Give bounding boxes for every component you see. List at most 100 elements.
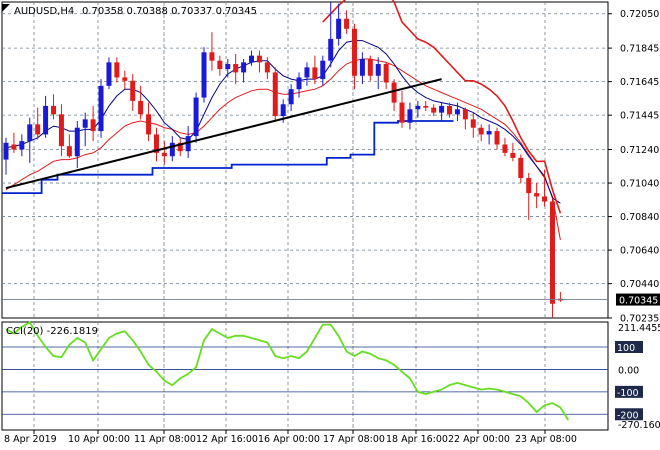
candle-body	[233, 64, 239, 73]
time-tick-label: 22 Apr 00:00	[448, 434, 510, 445]
candle-body	[494, 131, 500, 145]
candle-body	[138, 100, 144, 115]
candle-body	[201, 52, 207, 98]
candle-body	[185, 136, 191, 152]
current-price-label: 0.70345	[619, 296, 658, 307]
time-tick-label: 18 Apr 16:00	[386, 434, 448, 445]
candlesticks	[3, 2, 563, 318]
candle-body	[447, 105, 453, 115]
candle-body	[399, 102, 405, 123]
candle-body	[11, 144, 17, 150]
main-panel-frame	[1, 1, 609, 319]
candle-body	[217, 60, 223, 70]
candle-body	[375, 64, 381, 76]
candle-body	[486, 131, 492, 135]
candle-body	[256, 55, 262, 63]
cci-title: CCI(20) -226.1819	[6, 326, 98, 337]
axes: 0.72050 0.71845 0.71645 0.71445 0.71240 0.710…	[4, 9, 660, 445]
cci-line	[5, 321, 570, 421]
candle-body	[106, 62, 112, 86]
candle-body	[272, 72, 278, 116]
candle-body	[225, 64, 231, 70]
support-trendline	[5, 78, 442, 190]
candle-body	[518, 157, 524, 179]
candle-body	[90, 119, 96, 132]
cci-level-tag-label: -200	[617, 410, 639, 421]
cci-level-tag	[615, 408, 643, 421]
candle-body	[470, 119, 476, 128]
moving-averages	[2, 0, 562, 241]
candle-body	[209, 52, 215, 61]
candle-body	[320, 60, 326, 80]
candle-body	[407, 109, 413, 123]
candle-body	[98, 85, 104, 132]
ma-fast-line	[5, 40, 561, 204]
candle-body	[391, 82, 397, 103]
price-tick-label: 0.70235	[620, 314, 659, 325]
donchian-lower-line	[2, 120, 454, 195]
candle-body	[312, 67, 318, 80]
price-tick-label: 0.70840	[620, 212, 659, 223]
candle-body	[431, 107, 437, 113]
candle-body	[35, 124, 41, 135]
chart-header-ohlc: 0.70358 0.70388 0.70337 0.70345	[82, 6, 257, 17]
trendline	[2, 78, 608, 300]
candle-body	[153, 134, 159, 153]
price-tick-label: 0.72050	[620, 9, 659, 20]
candle-body	[344, 18, 350, 29]
candle-body	[415, 105, 421, 110]
time-tick-label: 10 Apr 00:00	[68, 434, 130, 445]
candle-body	[542, 196, 548, 202]
candle-body	[367, 58, 373, 76]
candle-body	[241, 62, 247, 73]
candle-body	[462, 109, 468, 120]
candle-body	[264, 62, 270, 73]
candle-body	[122, 77, 128, 81]
candle-body	[296, 77, 302, 90]
price-tick-label: 0.70440	[620, 279, 659, 290]
current-price-marker	[616, 293, 660, 306]
candle-body	[146, 114, 152, 135]
grid	[1, 1, 609, 431]
cci-level-tag-label: -100	[617, 388, 639, 399]
candle-body	[359, 58, 365, 76]
cci-tick-label: -270.1601	[618, 420, 660, 431]
candle-body	[82, 119, 88, 128]
price-tick-label: 0.71845	[620, 44, 659, 55]
chart-corner-arrow	[2, 4, 10, 12]
candle-body	[3, 142, 9, 160]
candle-body	[526, 178, 532, 194]
candle-body	[161, 152, 167, 157]
candle-body	[51, 105, 57, 115]
candle-body	[280, 104, 286, 116]
candle-body	[74, 127, 80, 157]
cci-panel-frame	[1, 321, 609, 431]
price-tick-label: 0.71040	[620, 179, 659, 190]
candle-body	[177, 142, 183, 152]
candle-body	[478, 127, 484, 135]
candle-body	[439, 105, 445, 113]
cci-panel	[2, 321, 608, 421]
time-tick-label: 23 Apr 08:00	[515, 434, 577, 445]
price-tick-label: 0.71240	[620, 145, 659, 156]
time-tick-label: 12 Apr 16:00	[196, 434, 258, 445]
candle-body	[43, 105, 49, 135]
candle-body	[114, 62, 120, 78]
candle-body	[534, 193, 540, 197]
candle-body	[336, 18, 342, 39]
candle-body	[510, 152, 516, 158]
price-tick-label: 0.70640	[620, 246, 659, 257]
candle-body	[249, 55, 255, 63]
candle-body	[58, 114, 64, 147]
candle-body	[423, 105, 429, 108]
time-tick-label: 8 Apr 2019	[4, 434, 57, 445]
candle-body	[549, 201, 555, 304]
cci-tick-label: 211.4455	[618, 323, 660, 334]
candle-body	[288, 89, 294, 105]
candle-body	[383, 64, 389, 83]
cci-level-tag-label: 100	[617, 343, 635, 354]
candle-body	[304, 67, 310, 78]
time-tick-label: 11 Apr 08:00	[134, 434, 196, 445]
